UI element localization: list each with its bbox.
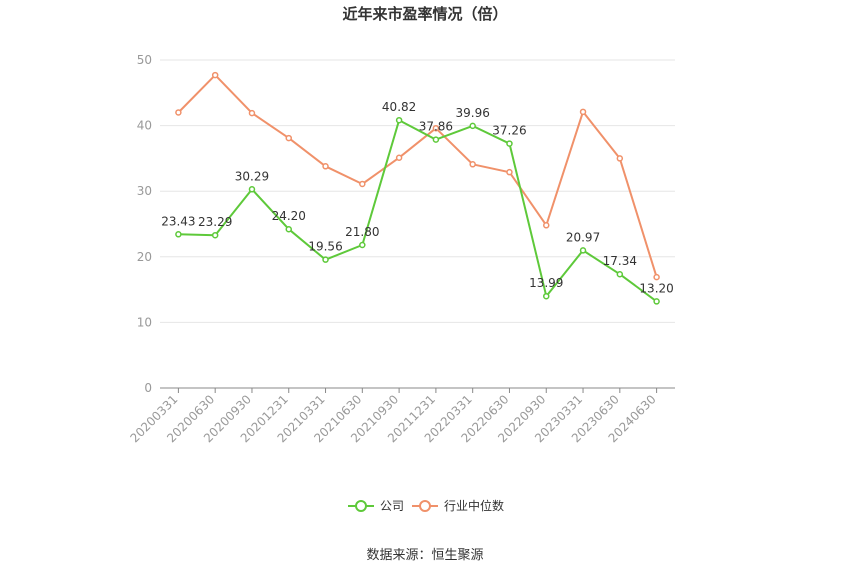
data-label: 23.29 — [198, 215, 232, 229]
data-label: 21.80 — [345, 225, 379, 239]
data-label: 30.29 — [235, 169, 269, 183]
data-point-company — [506, 140, 513, 147]
data-point-company — [285, 225, 292, 233]
data-source-note: 数据来源：恒生聚源 — [366, 548, 483, 563]
x-axis: 2020033120200630202009302020123120210331… — [127, 388, 659, 445]
data-point-industry-median — [506, 168, 513, 176]
legend-item-industry-median[interactable]: 行业中位数 — [412, 498, 504, 513]
data-point-company — [469, 122, 476, 130]
chart-title: 近年来市盈率情况（倍） — [342, 5, 507, 23]
data-point-industry-median — [395, 154, 403, 161]
y-tick-label: 40 — [137, 119, 152, 133]
data-point-industry-median — [248, 109, 256, 117]
data-point-industry-median — [469, 161, 476, 168]
legend-company-marker — [355, 500, 367, 512]
data-point-industry-median — [359, 180, 366, 188]
data-label: 20.97 — [566, 230, 600, 244]
data-label: 40.82 — [382, 100, 416, 114]
data-label: 13.99 — [529, 276, 563, 290]
data-label: 19.56 — [308, 240, 342, 254]
series-line-industry-median — [177, 74, 658, 278]
data-point-industry-median — [543, 222, 550, 229]
y-tick-label: 50 — [137, 53, 152, 67]
data-point-company — [432, 136, 440, 143]
data-label: 24.20 — [272, 209, 306, 223]
data-point-company — [579, 247, 587, 254]
data-point-company — [653, 298, 660, 305]
data-label: 37.86 — [419, 120, 453, 134]
data-point-company — [543, 292, 550, 300]
data-point-industry-median — [211, 71, 219, 79]
data-point-company — [211, 231, 219, 239]
data-label: 13.20 — [639, 281, 673, 295]
legend-industry-marker — [419, 500, 431, 512]
data-label: 37.26 — [492, 124, 526, 138]
series-layer — [175, 71, 660, 305]
data-point-company — [322, 256, 329, 263]
data-point-industry-median — [432, 124, 440, 132]
data-label: 23.43 — [161, 214, 195, 228]
data-point-company — [616, 270, 624, 278]
grid-lines — [160, 59, 675, 323]
legend-item-company[interactable]: 公司 — [348, 499, 404, 513]
series-line-company — [178, 119, 658, 303]
data-point-company — [395, 116, 403, 124]
data-point-industry-median — [322, 163, 329, 170]
data-label: 17.34 — [603, 254, 637, 268]
y-tick-label: 0 — [144, 381, 152, 395]
legend[interactable]: 公司 行业中位数 — [348, 498, 504, 513]
data-point-industry-median — [653, 273, 660, 281]
data-point-industry-median — [616, 155, 624, 162]
y-tick-label: 10 — [137, 315, 152, 329]
data-point-industry-median — [175, 109, 182, 116]
y-tick-label: 30 — [137, 184, 152, 198]
data-label: 39.96 — [455, 106, 489, 120]
data-point-industry-median — [285, 134, 292, 142]
legend-industry-label: 行业中位数 — [444, 498, 504, 513]
y-axis: 0 10 20 30 40 50 — [137, 53, 152, 395]
data-point-industry-median — [579, 108, 587, 116]
y-tick-label: 20 — [137, 250, 152, 264]
legend-company-label: 公司 — [380, 499, 404, 513]
data-point-company — [359, 241, 366, 249]
data-point-company — [248, 186, 256, 193]
data-point-company — [175, 231, 182, 238]
